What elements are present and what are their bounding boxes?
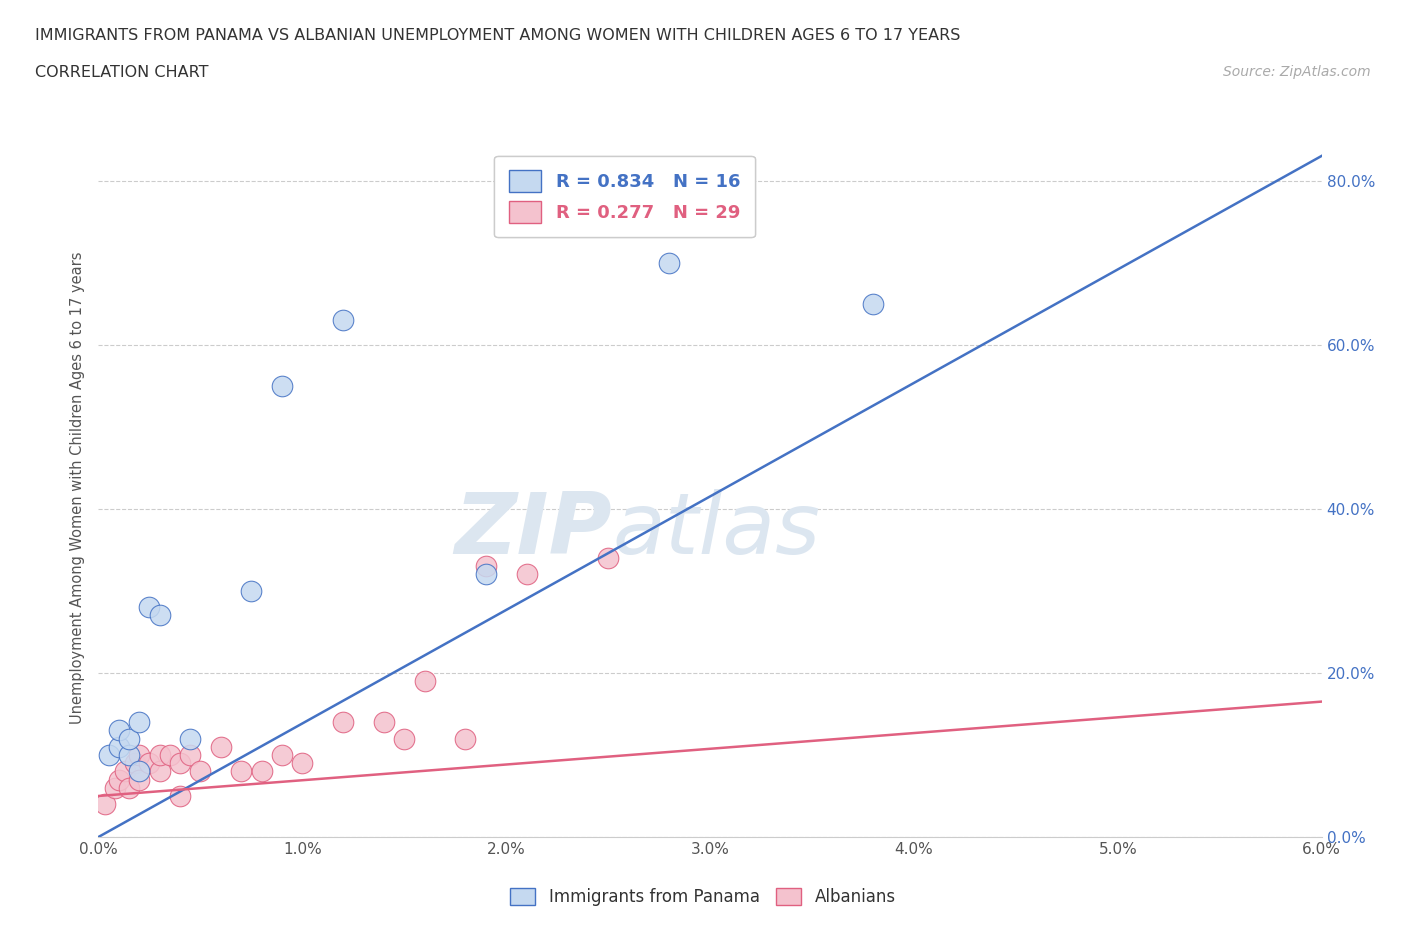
Point <box>118 780 141 795</box>
Point <box>114 764 136 778</box>
Point <box>97 748 120 763</box>
Point <box>124 756 146 771</box>
Point <box>658 255 681 270</box>
Point <box>188 764 212 778</box>
Point <box>149 764 172 778</box>
Point <box>128 772 150 787</box>
Point <box>392 731 416 746</box>
Point <box>598 551 620 565</box>
Point <box>209 739 232 754</box>
Point <box>169 789 191 804</box>
Point <box>231 764 253 778</box>
Y-axis label: Unemployment Among Women with Children Ages 6 to 17 years: Unemployment Among Women with Children A… <box>69 252 84 724</box>
Point <box>270 379 292 393</box>
Point <box>291 756 314 771</box>
Point <box>108 739 131 754</box>
Point <box>159 748 181 763</box>
Point <box>474 567 498 582</box>
Point <box>138 600 160 615</box>
Point <box>332 714 354 729</box>
Point <box>149 608 172 623</box>
Point <box>179 731 201 746</box>
Point <box>862 296 884 311</box>
Legend: R = 0.834   N = 16, R = 0.277   N = 29: R = 0.834 N = 16, R = 0.277 N = 29 <box>495 155 755 237</box>
Point <box>240 583 263 598</box>
Point <box>108 723 131 737</box>
Point <box>332 312 354 327</box>
Text: atlas: atlas <box>612 488 820 572</box>
Point <box>179 748 201 763</box>
Point <box>169 756 191 771</box>
Point <box>128 748 150 763</box>
Text: IMMIGRANTS FROM PANAMA VS ALBANIAN UNEMPLOYMENT AMONG WOMEN WITH CHILDREN AGES 6: IMMIGRANTS FROM PANAMA VS ALBANIAN UNEMP… <box>35 28 960 43</box>
Point <box>138 756 160 771</box>
Point <box>118 731 141 746</box>
Point <box>516 567 538 582</box>
Point <box>128 764 150 778</box>
Point <box>250 764 273 778</box>
Point <box>373 714 395 729</box>
Text: Source: ZipAtlas.com: Source: ZipAtlas.com <box>1223 65 1371 79</box>
Point <box>270 748 292 763</box>
Point <box>118 748 141 763</box>
Point <box>454 731 477 746</box>
Point <box>93 797 115 812</box>
Legend: Immigrants from Panama, Albanians: Immigrants from Panama, Albanians <box>503 881 903 912</box>
Point <box>413 673 436 688</box>
Point <box>474 559 498 574</box>
Point <box>108 772 131 787</box>
Point <box>128 714 150 729</box>
Text: ZIP: ZIP <box>454 488 612 572</box>
Point <box>149 748 172 763</box>
Point <box>104 780 127 795</box>
Text: CORRELATION CHART: CORRELATION CHART <box>35 65 208 80</box>
